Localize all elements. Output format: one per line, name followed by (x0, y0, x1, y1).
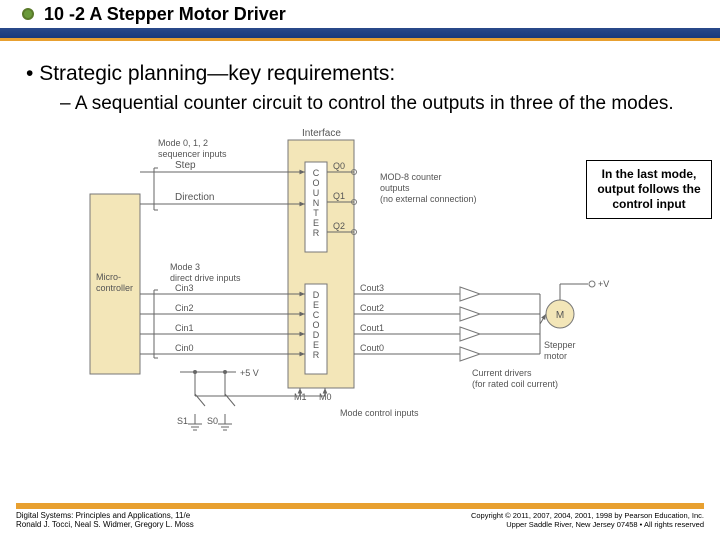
svg-text:Direction: Direction (175, 192, 214, 203)
diagram-container: In the last mode, output follows the con… (80, 124, 640, 444)
svg-text:R: R (313, 228, 320, 238)
svg-text:+V: +V (598, 279, 609, 289)
svg-text:R: R (313, 350, 320, 360)
svg-text:M0: M0 (319, 392, 332, 402)
svg-text:Cin0: Cin0 (175, 343, 194, 353)
svg-text:Q0: Q0 (333, 161, 345, 171)
svg-text:Mode 3direct drive inputs: Mode 3direct drive inputs (170, 262, 241, 283)
footer-row: Digital Systems: Principles and Applicat… (0, 511, 720, 540)
svg-text:Mode 0, 1, 2sequencer inputs: Mode 0, 1, 2sequencer inputs (158, 138, 227, 159)
footer-left-line1: Digital Systems: Principles and Applicat… (16, 511, 194, 521)
svg-text:C: C (313, 310, 320, 320)
title-bar: 10 -2 A Stepper Motor Driver (0, 0, 720, 48)
footer-right-line2: Upper Saddle River, New Jersey 07458 • A… (471, 520, 704, 529)
svg-text:Q2: Q2 (333, 221, 345, 231)
svg-text:Cin3: Cin3 (175, 283, 194, 293)
svg-text:Cout1: Cout1 (360, 323, 384, 333)
svg-text:Current drivers(for rated coil: Current drivers(for rated coil current) (472, 368, 558, 389)
svg-text:S1: S1 (177, 416, 188, 426)
svg-text:Interface: Interface (302, 128, 341, 139)
svg-text:E: E (313, 340, 319, 350)
slide-title: 10 -2 A Stepper Motor Driver (44, 4, 286, 25)
title-rule-gold (0, 38, 720, 41)
svg-text:+5 V: +5 V (240, 368, 259, 378)
svg-text:Step: Step (175, 160, 196, 171)
svg-text:D: D (313, 330, 320, 340)
bullet-sub-text: A sequential counter circuit to control … (75, 93, 674, 114)
footer-left: Digital Systems: Principles and Applicat… (16, 511, 194, 530)
title-rule-blue (0, 28, 720, 38)
svg-text:C: C (313, 168, 320, 178)
svg-text:U: U (313, 188, 320, 198)
slide: 10 -2 A Stepper Motor Driver • Strategic… (0, 0, 720, 540)
svg-text:M: M (556, 310, 564, 321)
svg-text:Cin2: Cin2 (175, 303, 194, 313)
svg-text:Cin1: Cin1 (175, 323, 194, 333)
footer: Digital Systems: Principles and Applicat… (0, 503, 720, 540)
svg-text:Cout3: Cout3 (360, 283, 384, 293)
bullet-main: • Strategic planning—key requirements: (26, 62, 694, 86)
block-diagram: Micro-controllerInterfaceCOUNTERDECODERM… (80, 124, 640, 444)
bullet-sub: – A sequential counter circuit to contro… (60, 92, 694, 116)
svg-text:M1: M1 (294, 392, 307, 402)
svg-text:O: O (312, 320, 319, 330)
svg-text:E: E (313, 300, 319, 310)
svg-text:Mode control inputs: Mode control inputs (340, 408, 419, 418)
svg-text:Cout2: Cout2 (360, 303, 384, 313)
svg-text:S0: S0 (207, 416, 218, 426)
content-area: • Strategic planning—key requirements: –… (0, 48, 720, 444)
svg-text:E: E (313, 218, 319, 228)
title-dot-icon (22, 8, 34, 20)
svg-text:N: N (313, 198, 320, 208)
footer-right: Copyright © 2011, 2007, 2004, 2001, 1998… (471, 511, 704, 530)
svg-text:Q1: Q1 (333, 191, 345, 201)
svg-text:Steppermotor: Steppermotor (544, 340, 576, 361)
footer-bar (16, 503, 704, 509)
svg-text:Cout0: Cout0 (360, 343, 384, 353)
bullet-main-text: Strategic planning—key requirements: (39, 62, 395, 85)
svg-text:D: D (313, 290, 320, 300)
svg-text:MOD-8 counteroutputs(no extern: MOD-8 counteroutputs(no external connect… (380, 172, 477, 204)
svg-text:O: O (312, 178, 319, 188)
footer-right-line1: Copyright © 2011, 2007, 2004, 2001, 1998… (471, 511, 704, 520)
footer-left-line2: Ronald J. Tocci, Neal S. Widmer, Gregory… (16, 520, 194, 530)
svg-text:T: T (313, 208, 319, 218)
